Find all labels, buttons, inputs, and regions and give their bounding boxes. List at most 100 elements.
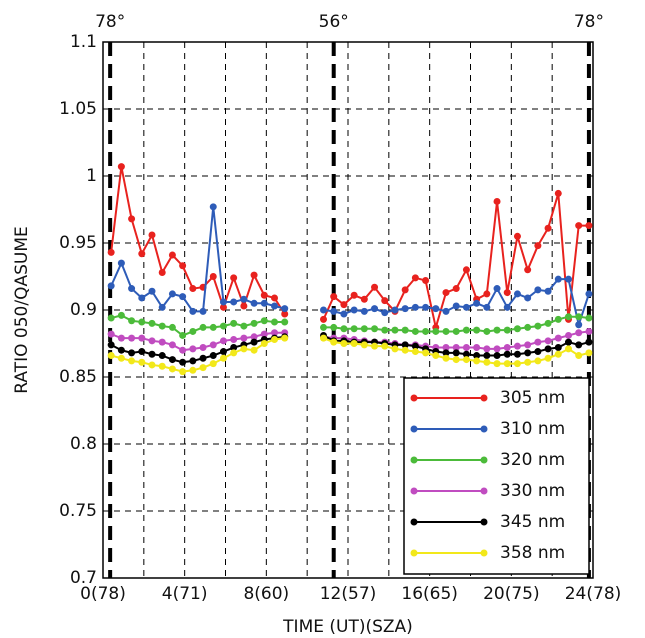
data-point xyxy=(391,326,399,334)
data-point xyxy=(554,344,562,352)
legend-marker xyxy=(410,549,418,557)
data-point xyxy=(148,350,156,358)
data-point xyxy=(260,299,268,307)
data-point xyxy=(148,231,156,239)
data-point xyxy=(422,277,430,285)
data-point xyxy=(330,293,338,301)
data-point xyxy=(473,344,481,352)
legend-label: 330 nm xyxy=(500,481,565,501)
data-point xyxy=(422,303,430,311)
legend-marker xyxy=(410,456,418,464)
x-tick-label: 16(65) xyxy=(401,584,458,604)
data-point xyxy=(513,290,521,298)
data-point xyxy=(493,352,501,360)
data-point xyxy=(371,283,379,291)
data-point xyxy=(544,287,552,295)
data-point xyxy=(513,325,521,333)
data-point xyxy=(452,349,460,357)
data-point xyxy=(565,331,572,339)
data-point xyxy=(230,335,238,343)
legend-marker xyxy=(480,518,488,526)
data-point xyxy=(411,274,419,282)
data-point xyxy=(391,306,399,314)
y-tick-label: 0.95 xyxy=(59,233,97,253)
data-point xyxy=(442,354,450,362)
data-point xyxy=(117,311,125,319)
data-point xyxy=(422,349,430,357)
data-point xyxy=(199,344,207,352)
data-point xyxy=(168,341,176,349)
data-point xyxy=(117,259,125,267)
y-tick-label: 0.85 xyxy=(59,367,97,387)
legend-marker xyxy=(480,487,488,495)
data-point xyxy=(534,357,542,365)
data-point xyxy=(260,330,268,338)
annotation: 56° xyxy=(319,12,349,32)
series-line xyxy=(110,166,589,328)
data-point xyxy=(524,341,532,349)
data-point xyxy=(107,352,115,360)
x-tick-label: 8(60) xyxy=(243,584,289,604)
y-tick-label: 0.8 xyxy=(70,434,97,454)
data-point xyxy=(462,344,470,352)
data-point xyxy=(575,329,583,337)
data-point xyxy=(281,310,289,318)
data-point xyxy=(158,303,166,311)
data-point xyxy=(179,346,187,354)
data-point xyxy=(462,303,470,311)
data-point xyxy=(209,352,217,360)
data-point xyxy=(360,295,368,303)
data-point xyxy=(493,285,501,293)
data-point xyxy=(219,337,227,345)
data-point xyxy=(524,323,532,331)
plot-frame xyxy=(102,41,594,579)
data-point xyxy=(554,334,562,342)
data-point xyxy=(513,232,521,240)
data-point xyxy=(250,319,258,327)
data-point xyxy=(168,323,176,331)
data-point xyxy=(493,360,501,368)
data-point xyxy=(350,340,358,347)
data-point xyxy=(411,348,419,356)
data-point xyxy=(320,323,327,331)
data-point xyxy=(219,303,227,311)
data-point xyxy=(330,307,338,315)
data-point xyxy=(575,352,583,360)
annotation: 78° xyxy=(95,12,125,32)
data-point xyxy=(483,290,491,298)
data-point xyxy=(271,302,278,310)
data-point xyxy=(230,319,238,327)
data-point xyxy=(158,268,166,276)
data-point xyxy=(128,317,136,325)
data-point xyxy=(452,356,460,364)
data-point xyxy=(320,334,327,342)
data-point xyxy=(199,323,207,331)
data-point xyxy=(483,303,491,311)
data-point xyxy=(575,341,583,349)
data-point xyxy=(179,358,187,366)
data-point xyxy=(503,350,511,358)
data-point xyxy=(199,354,207,362)
data-point xyxy=(371,325,379,333)
data-point xyxy=(250,271,258,279)
data-point xyxy=(168,251,176,259)
y-tick-label: 0.7 xyxy=(70,568,97,588)
data-point xyxy=(411,327,419,335)
data-point xyxy=(117,334,125,342)
data-point xyxy=(107,341,115,349)
data-point xyxy=(452,302,460,310)
data-point xyxy=(340,310,348,318)
data-point xyxy=(138,318,146,326)
data-point xyxy=(442,327,450,335)
data-point xyxy=(473,352,481,360)
legend-marker xyxy=(480,456,488,464)
data-point xyxy=(148,337,156,345)
data-point xyxy=(534,286,542,294)
data-point xyxy=(179,368,187,376)
data-point xyxy=(168,365,176,373)
data-point xyxy=(575,313,583,321)
x-tick-label: 12(57) xyxy=(320,584,377,604)
data-point xyxy=(493,345,501,353)
x-tick-label: 24(78) xyxy=(565,584,622,604)
